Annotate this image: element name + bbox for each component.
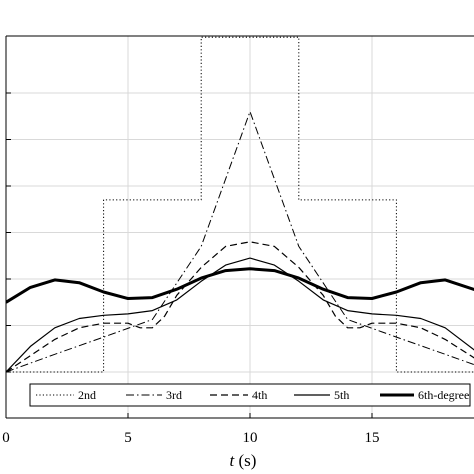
legend: 2nd 3rd 4th 5th 6th-degree	[29, 383, 471, 407]
legend-label: 3rd	[166, 388, 182, 402]
x-axis-unit: (s)	[234, 451, 256, 470]
x-axis-variable: t	[230, 451, 236, 470]
series-line-2nd	[6, 36, 474, 373]
x-axis-label: t (s)	[230, 451, 257, 470]
x-tick-labels: 0 5 10 15	[2, 430, 379, 446]
x-tick-label: 15	[365, 430, 380, 446]
x-tick-label: 10	[243, 430, 258, 446]
series-layer	[6, 36, 474, 373]
legend-box	[29, 383, 471, 407]
legend-label: 5th	[334, 388, 349, 402]
legend-label: 6th-degree	[418, 388, 469, 402]
x-tick-label: 5	[124, 430, 132, 446]
series-line-6th-degree	[6, 267, 474, 304]
series-line-3rd	[6, 111, 474, 373]
legend-label: 2nd	[78, 388, 96, 402]
series-line-5th	[6, 257, 474, 373]
axes	[5, 35, 474, 419]
legend-label: 4th	[252, 388, 267, 402]
x-tick-label: 0	[2, 430, 10, 446]
